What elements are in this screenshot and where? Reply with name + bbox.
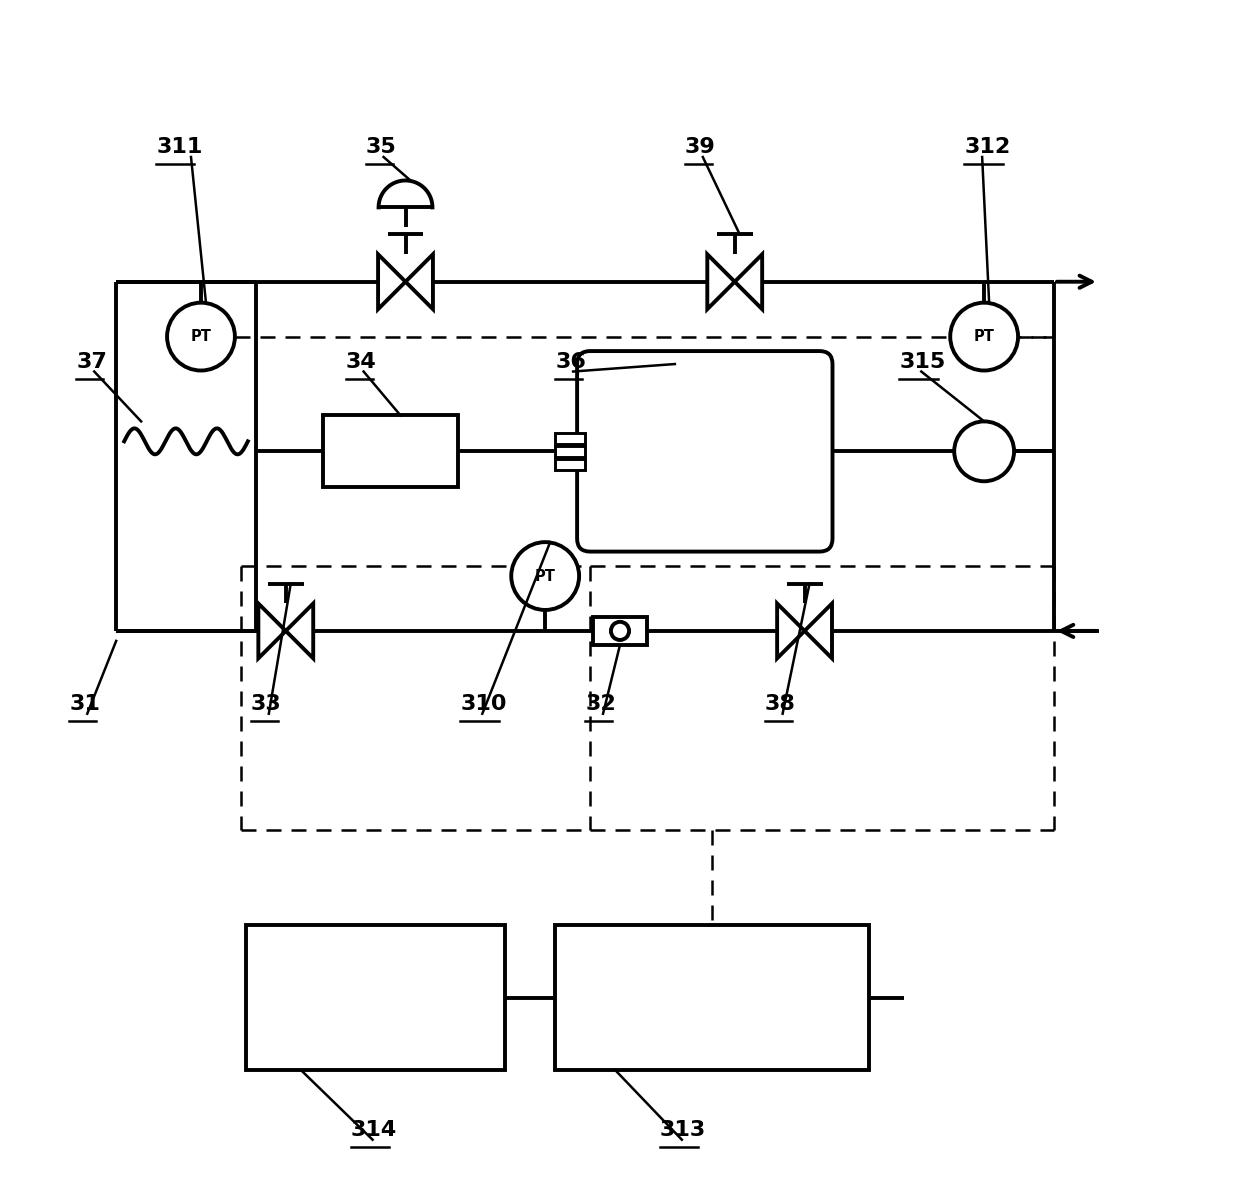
Bar bbox=[556, 925, 869, 1070]
Circle shape bbox=[167, 302, 234, 370]
Circle shape bbox=[511, 542, 579, 610]
Circle shape bbox=[955, 421, 1014, 482]
Polygon shape bbox=[735, 254, 763, 310]
Text: 32: 32 bbox=[585, 694, 616, 714]
Text: PT: PT bbox=[191, 329, 212, 344]
Text: 39: 39 bbox=[684, 138, 715, 157]
Text: 31: 31 bbox=[69, 694, 100, 714]
Polygon shape bbox=[805, 604, 832, 658]
Polygon shape bbox=[405, 254, 433, 310]
Text: 312: 312 bbox=[965, 138, 1011, 157]
Text: 313: 313 bbox=[660, 1120, 706, 1140]
Bar bbox=[324, 415, 458, 487]
Text: 315: 315 bbox=[899, 351, 946, 371]
Polygon shape bbox=[285, 604, 314, 658]
FancyBboxPatch shape bbox=[577, 351, 832, 551]
Text: 34: 34 bbox=[346, 351, 377, 371]
Bar bbox=[556, 433, 585, 444]
Circle shape bbox=[950, 302, 1018, 370]
Text: PT: PT bbox=[534, 568, 556, 584]
Bar bbox=[593, 617, 647, 645]
Text: 36: 36 bbox=[556, 351, 587, 371]
Text: 35: 35 bbox=[366, 138, 397, 157]
Polygon shape bbox=[707, 254, 735, 310]
Text: 314: 314 bbox=[351, 1120, 397, 1140]
Text: PT: PT bbox=[973, 329, 994, 344]
Bar bbox=[556, 446, 585, 457]
Text: 33: 33 bbox=[250, 694, 281, 714]
Bar bbox=[556, 459, 585, 470]
Polygon shape bbox=[777, 604, 805, 658]
Text: 311: 311 bbox=[156, 138, 202, 157]
Text: 38: 38 bbox=[765, 694, 796, 714]
Text: 310: 310 bbox=[460, 694, 507, 714]
Text: 37: 37 bbox=[77, 351, 107, 371]
Bar bbox=[246, 925, 505, 1070]
Polygon shape bbox=[258, 604, 285, 658]
Polygon shape bbox=[378, 254, 405, 310]
